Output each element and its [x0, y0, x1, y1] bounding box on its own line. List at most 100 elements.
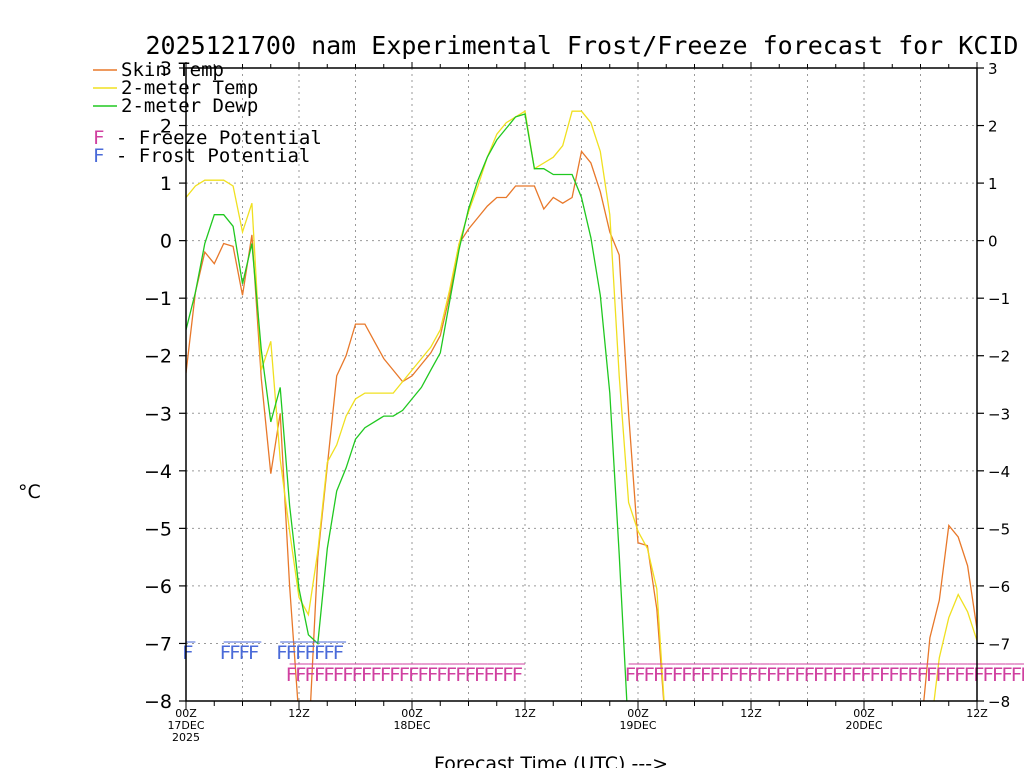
y-tick-label: −4 [144, 461, 172, 483]
freeze-flag: F [399, 664, 410, 686]
freeze-flag: F [917, 664, 928, 686]
frost-flag: F [304, 642, 315, 664]
freeze-flag: F [785, 664, 796, 686]
frost-flag: F [229, 642, 240, 664]
frost-flag: F [182, 642, 193, 664]
y-tick-label-right: −8 [988, 693, 1010, 711]
freeze-flag: F [1020, 664, 1024, 686]
legend-label: 2-meter Temp [121, 77, 258, 99]
y-tick-label-right: −7 [988, 635, 1010, 653]
freeze-flag: F [945, 664, 956, 686]
y-tick-label-right: 2 [988, 118, 998, 136]
freeze-flag: F [314, 664, 325, 686]
y-tick-label: −7 [144, 633, 172, 655]
frost-flag: F [276, 642, 287, 664]
x-tick-label: 00Z [853, 707, 875, 720]
freeze-flag: F [860, 664, 871, 686]
freeze-flag: F [935, 664, 946, 686]
freeze-flag: F [681, 664, 692, 686]
frost-flag: F [286, 642, 297, 664]
freeze-flag: F [361, 664, 372, 686]
freeze-flag: F [804, 664, 815, 686]
series-line-2-meter-dewp [186, 113, 628, 701]
y-axis-label: °C [18, 481, 41, 503]
y-tick-label-right: −1 [988, 290, 1010, 308]
freeze-flag: F [483, 664, 494, 686]
y-tick-label-right: −4 [988, 463, 1010, 481]
x-tick-label: 20DEC [845, 719, 882, 732]
series-lines [186, 110, 977, 701]
frost-flag: F [333, 642, 344, 664]
y-tick-label-right: −5 [988, 520, 1010, 538]
freeze-flag: F [634, 664, 645, 686]
freeze-flag: F [954, 664, 965, 686]
freeze-flag: F [286, 664, 297, 686]
y-tick-label-right: 0 [988, 233, 998, 251]
x-tick-label: 00Z [627, 707, 649, 720]
y-tick-label: −5 [144, 518, 172, 540]
freeze-flag: F [822, 664, 833, 686]
freeze-flag: F [832, 664, 843, 686]
frost-flag: F [248, 642, 259, 664]
freeze-flag: F [653, 664, 664, 686]
x-axis-label: Forecast Time (UTC) ---> [434, 753, 668, 768]
freeze-flag: F [1001, 664, 1012, 686]
legend-label: 2-meter Dewp [121, 95, 258, 117]
y-tick-label-right: −6 [988, 578, 1010, 596]
freeze-flag: F [719, 664, 730, 686]
y-tick-label: 1 [160, 173, 172, 195]
flag-legend-item: F - Freeze Potential [93, 127, 322, 149]
freeze-flag: F [813, 664, 824, 686]
freeze-flag: F [512, 664, 523, 686]
freeze-flag: F [352, 664, 363, 686]
frost-flag: F [323, 642, 334, 664]
freeze-flag: F [691, 664, 702, 686]
x-tick-label: 18DEC [393, 719, 430, 732]
freeze-flag: F [1011, 664, 1022, 686]
x-tick-label: 12Z [288, 707, 310, 720]
x-tick-label: 2025 [172, 731, 200, 744]
frost-flag: F [295, 642, 306, 664]
freeze-flag: F [643, 664, 654, 686]
freeze-flag: F [304, 664, 315, 686]
y-tick-label-right: −2 [988, 348, 1010, 366]
freeze-flag: F [389, 664, 400, 686]
freeze-flag: F [794, 664, 805, 686]
legend-label: Skin Temp [121, 59, 224, 81]
frost-flag: F [239, 642, 250, 664]
freeze-flag: F [333, 664, 344, 686]
x-tick-label: 00Z [401, 707, 423, 720]
freeze-flag: F [502, 664, 513, 686]
freeze-flag: F [427, 664, 438, 686]
freeze-flag: F [436, 664, 447, 686]
freeze-flag: F [455, 664, 466, 686]
freeze-flag: F [747, 664, 758, 686]
y-tick-label: 2 [160, 116, 172, 138]
freeze-flag: F [926, 664, 937, 686]
y-tick-label: 3 [160, 58, 172, 80]
axis-ticks: −8 −8 −7 −7 −6 −6 −5 −5 −4 −4 −3 −3 −2 −2 −1 −1 0 0 1 1 2 2 3 3… [144, 58, 1010, 744]
freeze-flag: F [370, 664, 381, 686]
freeze-flag: F [907, 664, 918, 686]
freeze-flag: F [869, 664, 880, 686]
x-tick-label: 19DEC [619, 719, 656, 732]
flag-legend-item: F - Frost Potential [93, 145, 310, 167]
freeze-flag: F [446, 664, 457, 686]
freeze-flag: F [323, 664, 334, 686]
freeze-flag: F [662, 664, 673, 686]
freeze-flag: F [964, 664, 975, 686]
freeze-flag: F [888, 664, 899, 686]
freeze-flag: F [879, 664, 890, 686]
freeze-flag: F [672, 664, 683, 686]
freeze-flag: F [408, 664, 419, 686]
y-tick-label: −6 [144, 576, 172, 598]
y-tick-label: −2 [144, 346, 172, 368]
x-tick-label: 12Z [514, 707, 536, 720]
y-tick-label-right: 3 [988, 60, 998, 78]
series-line-skin-temp [186, 149, 977, 701]
y-tick-label: −8 [144, 691, 172, 713]
x-tick-label: 12Z [966, 707, 988, 720]
